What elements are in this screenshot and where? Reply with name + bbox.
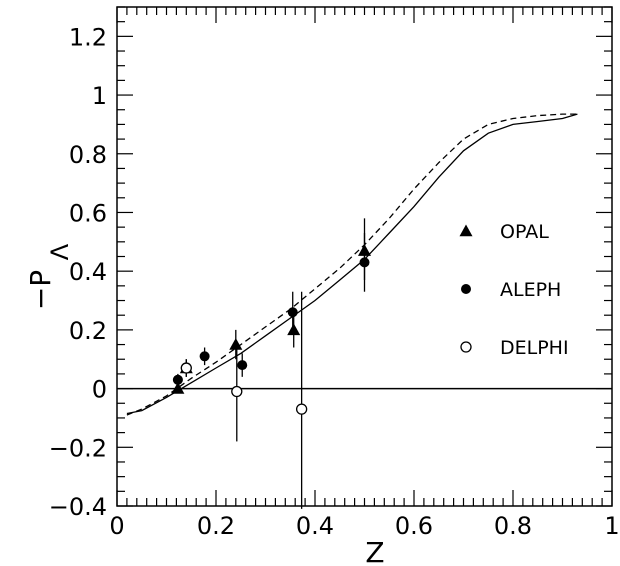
- y-axis-label-group: −P Λ: [24, 243, 74, 310]
- x-tick-label: 0: [109, 512, 124, 540]
- aleph-point: [172, 374, 183, 385]
- y-tick-label: −0.4: [49, 493, 107, 521]
- legend: OPAL ALEPH DELPHI: [459, 221, 569, 359]
- delphi-point: [231, 385, 243, 398]
- y-axis-label: −P: [24, 270, 57, 310]
- opal-point: [171, 382, 185, 394]
- opal-point: [229, 338, 243, 350]
- dashed-curve: [126, 113, 578, 416]
- solid-curve: [126, 113, 578, 415]
- legend-marker-opal: [459, 224, 473, 237]
- y-tick-label: 0.4: [69, 258, 107, 286]
- y-tick-label: 1.2: [69, 23, 107, 51]
- x-tick-label: 0.4: [296, 512, 334, 540]
- opal-point: [287, 323, 301, 336]
- y-tick-label: 0.2: [69, 317, 107, 345]
- curves-group: [126, 113, 578, 416]
- axes-group: 0 0.2 0.4 0.6 0.8 1 −0.4 −0.2 0 0.2 0.4 0.6 0.8 1 1.2: [49, 6, 620, 540]
- legend-label-opal: OPAL: [500, 221, 549, 243]
- y-tick-label: 1: [92, 82, 107, 110]
- aleph-point: [359, 257, 370, 268]
- y-tick-label: 0: [92, 376, 107, 404]
- legend-label-aleph: ALEPH: [500, 279, 561, 301]
- legend-marker-aleph: [461, 284, 471, 294]
- x-tick-label: 0.2: [197, 512, 235, 540]
- y-tick-label: 0.8: [69, 141, 107, 169]
- aleph-point: [199, 351, 210, 362]
- x-axis-label: Z: [365, 536, 384, 566]
- delphi-point: [180, 362, 192, 374]
- y-tick-label: −0.2: [49, 434, 107, 462]
- y-axis-label-subscript: Λ: [46, 243, 74, 260]
- delphi-point: [295, 403, 308, 415]
- x-tick-label: 0.8: [494, 512, 532, 540]
- aleph-point: [287, 307, 298, 318]
- aleph-point: [237, 360, 248, 371]
- data-points-group: [171, 218, 371, 509]
- legend-label-delphi: DELPHI: [500, 337, 569, 359]
- x-tick-label: 1: [604, 512, 619, 540]
- legend-marker-delphi: [460, 341, 472, 353]
- y-tick-label: 0.6: [69, 199, 107, 227]
- x-tick-label: 0.6: [395, 512, 433, 540]
